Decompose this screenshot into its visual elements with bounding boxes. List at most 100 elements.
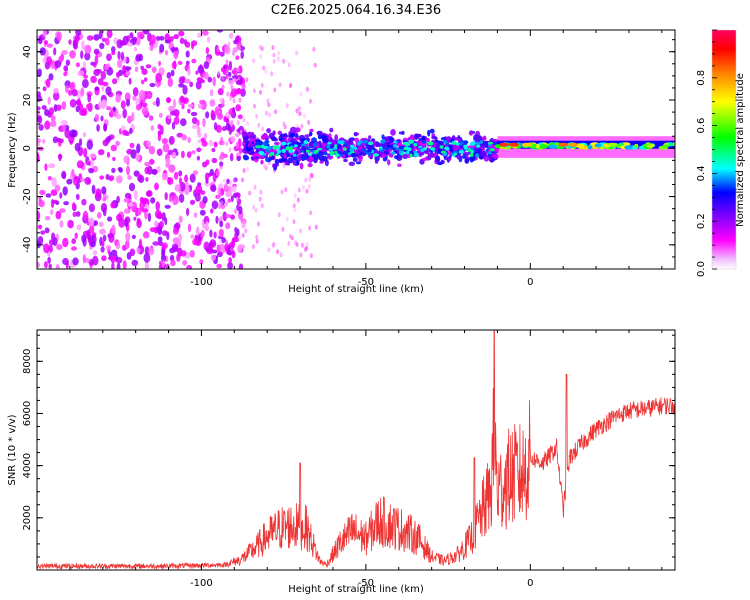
heatmap-cell [39,189,46,196]
y-tick-label: 0 [22,145,33,151]
heatmap-cell [227,262,234,269]
heatmap-cell [221,75,225,81]
heatmap-cell [277,212,281,218]
heatmap-cell [373,153,379,157]
heatmap-cell [273,137,277,141]
heatmap-cell [224,201,228,207]
heatmap-cell [66,178,73,185]
heatmap-cell [100,246,105,253]
heatmap-cell [310,150,315,153]
heatmap-cell [482,135,487,141]
heatmap-cell [106,135,112,142]
heatmap-cell [47,256,51,264]
heatmap-cell [238,245,242,251]
heatmap-cell [242,131,248,138]
heatmap-cell [98,30,103,40]
heatmap-cell [300,143,307,147]
heatmap-cell [133,189,138,200]
heatmap-cell [205,111,210,119]
heatmap-cell [164,204,171,209]
heatmap-cell [122,260,127,269]
heatmap-cell [179,37,185,45]
heatmap-cell [133,216,137,221]
heatmap-cell [461,154,467,159]
heatmap-cell [308,225,311,231]
heatmap-cell [349,147,355,152]
heatmap-cell [53,47,57,56]
heatmap-cell [475,153,480,158]
heatmap-cell [102,99,107,108]
heatmap-cell [141,208,149,213]
heatmap-cell [279,146,284,150]
heatmap-cell [201,140,208,147]
heatmap-cell [161,230,168,236]
heatmap-cell [211,249,218,254]
heatmap-cell [380,139,386,144]
heatmap-cell [80,50,84,60]
heatmap-cell [306,86,309,92]
heatmap-cell [94,55,99,66]
heatmap-cell [59,192,63,199]
heatmap-cell [124,92,131,102]
heatmap-cell [191,124,198,129]
heatmap-cell [115,93,121,103]
heatmap-cell [253,103,256,109]
heatmap-cell [131,112,135,122]
heatmap-cell [138,238,143,249]
heatmap-cell [499,142,509,147]
heatmap-cell [158,112,163,118]
heatmap-cell [343,143,349,147]
heatmap-cell [304,177,308,183]
heatmap-cell [48,73,54,81]
heatmap-cell [187,108,191,114]
heatmap-cell [238,45,241,51]
heatmap-cell [303,151,309,157]
heatmap-cell [405,150,410,155]
heatmap-cell [218,204,221,210]
heatmap-cell [226,118,230,126]
heatmap-cell [178,76,185,84]
heatmap-cell [274,109,278,115]
heatmap-cell [303,140,309,145]
heatmap-cell [48,107,55,116]
heatmap-cell [160,254,167,262]
heatmap-cell [62,257,69,266]
heatmap-cell [164,39,172,44]
heatmap-cell [270,71,274,77]
heatmap-cell [63,201,69,206]
heatmap-cell [118,167,123,173]
heatmap-cell [103,123,108,132]
heatmap-cell [84,44,92,54]
heatmap-cell [97,149,105,156]
heatmap-cell [316,130,323,135]
heatmap-cell [235,80,243,86]
heatmap-cell [142,30,150,35]
heatmap-cell [233,77,237,83]
heatmap-cell [235,104,242,112]
heatmap-cell [337,144,343,149]
heatmap-cell [111,167,116,174]
snr-ylabel: SNR (10 * v/v) [7,414,18,485]
heatmap-cell [300,242,304,248]
heatmap-cell [37,142,40,147]
heatmap-cell [238,263,244,269]
heatmap-cell [255,148,260,153]
heatmap-cell [228,257,233,264]
heatmap-cell [76,224,82,231]
heatmap-cell [342,147,347,151]
heatmap-cell [265,157,272,163]
heatmap-cell [183,97,189,104]
x-tick-label: -100 [190,277,213,288]
heatmap-cell [396,154,403,161]
heatmap-cell [255,238,259,244]
heatmap-cell [164,49,169,56]
heatmap-cell [161,242,168,250]
heatmap-cell [166,72,172,79]
heatmap-cell [258,44,262,50]
heatmap-cell [356,155,362,159]
heatmap-cell [44,216,51,221]
heatmap-cell [155,72,163,83]
heatmap-cell [69,129,77,138]
heatmap-cell [146,92,152,99]
heatmap-cell [301,155,307,161]
